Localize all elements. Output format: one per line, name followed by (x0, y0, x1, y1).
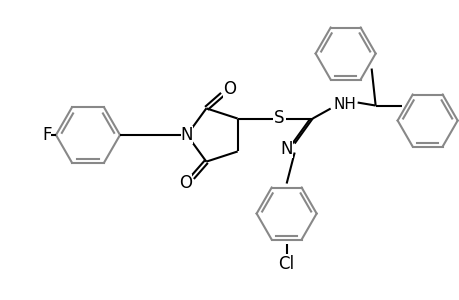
Text: N: N (180, 126, 193, 144)
Text: N: N (280, 140, 292, 158)
Text: Cl: Cl (278, 254, 294, 272)
Text: O: O (222, 80, 235, 98)
Text: O: O (179, 174, 191, 192)
Text: S: S (273, 109, 283, 127)
Text: F: F (42, 126, 51, 144)
Text: NH: NH (332, 97, 355, 112)
